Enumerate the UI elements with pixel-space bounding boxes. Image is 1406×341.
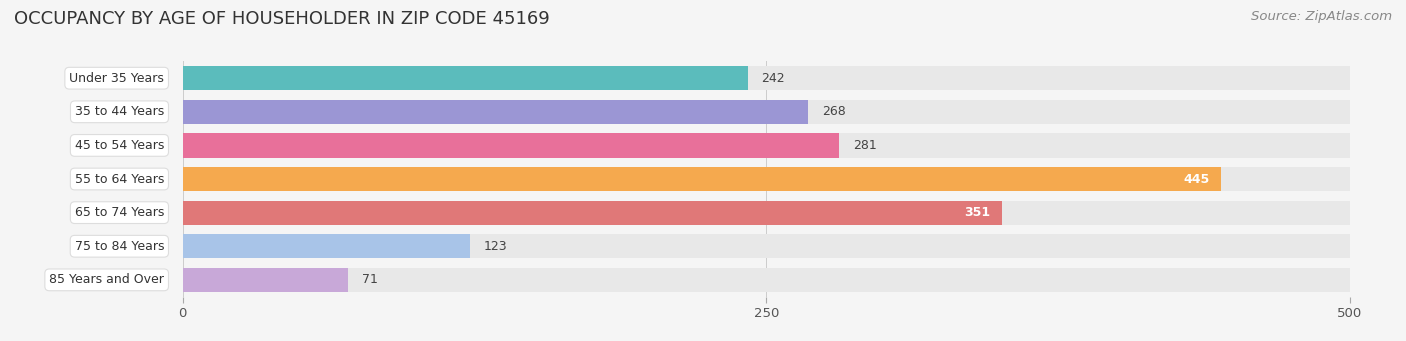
Bar xyxy=(183,133,1350,158)
Text: 45 to 54 Years: 45 to 54 Years xyxy=(75,139,165,152)
Bar xyxy=(183,268,349,292)
Text: 242: 242 xyxy=(762,72,785,85)
Text: 71: 71 xyxy=(363,273,378,286)
Bar xyxy=(183,268,1350,292)
Text: 55 to 64 Years: 55 to 64 Years xyxy=(75,173,165,186)
Text: 65 to 74 Years: 65 to 74 Years xyxy=(75,206,165,219)
Text: 351: 351 xyxy=(965,206,990,219)
Bar xyxy=(183,234,470,258)
Text: 35 to 44 Years: 35 to 44 Years xyxy=(75,105,165,118)
Text: 75 to 84 Years: 75 to 84 Years xyxy=(75,240,165,253)
Bar xyxy=(183,234,1350,258)
Bar xyxy=(183,201,1002,225)
Text: 123: 123 xyxy=(484,240,508,253)
Bar xyxy=(183,100,1350,124)
Text: Under 35 Years: Under 35 Years xyxy=(69,72,165,85)
Text: 281: 281 xyxy=(852,139,876,152)
Text: 85 Years and Over: 85 Years and Over xyxy=(49,273,165,286)
Bar xyxy=(183,167,1350,191)
Bar xyxy=(183,66,1350,90)
Text: Source: ZipAtlas.com: Source: ZipAtlas.com xyxy=(1251,10,1392,23)
Bar xyxy=(183,167,1222,191)
Bar xyxy=(183,66,748,90)
Text: 445: 445 xyxy=(1184,173,1209,186)
Text: 268: 268 xyxy=(823,105,846,118)
Text: OCCUPANCY BY AGE OF HOUSEHOLDER IN ZIP CODE 45169: OCCUPANCY BY AGE OF HOUSEHOLDER IN ZIP C… xyxy=(14,10,550,28)
Bar xyxy=(183,133,838,158)
Bar xyxy=(183,100,808,124)
Bar xyxy=(183,201,1350,225)
